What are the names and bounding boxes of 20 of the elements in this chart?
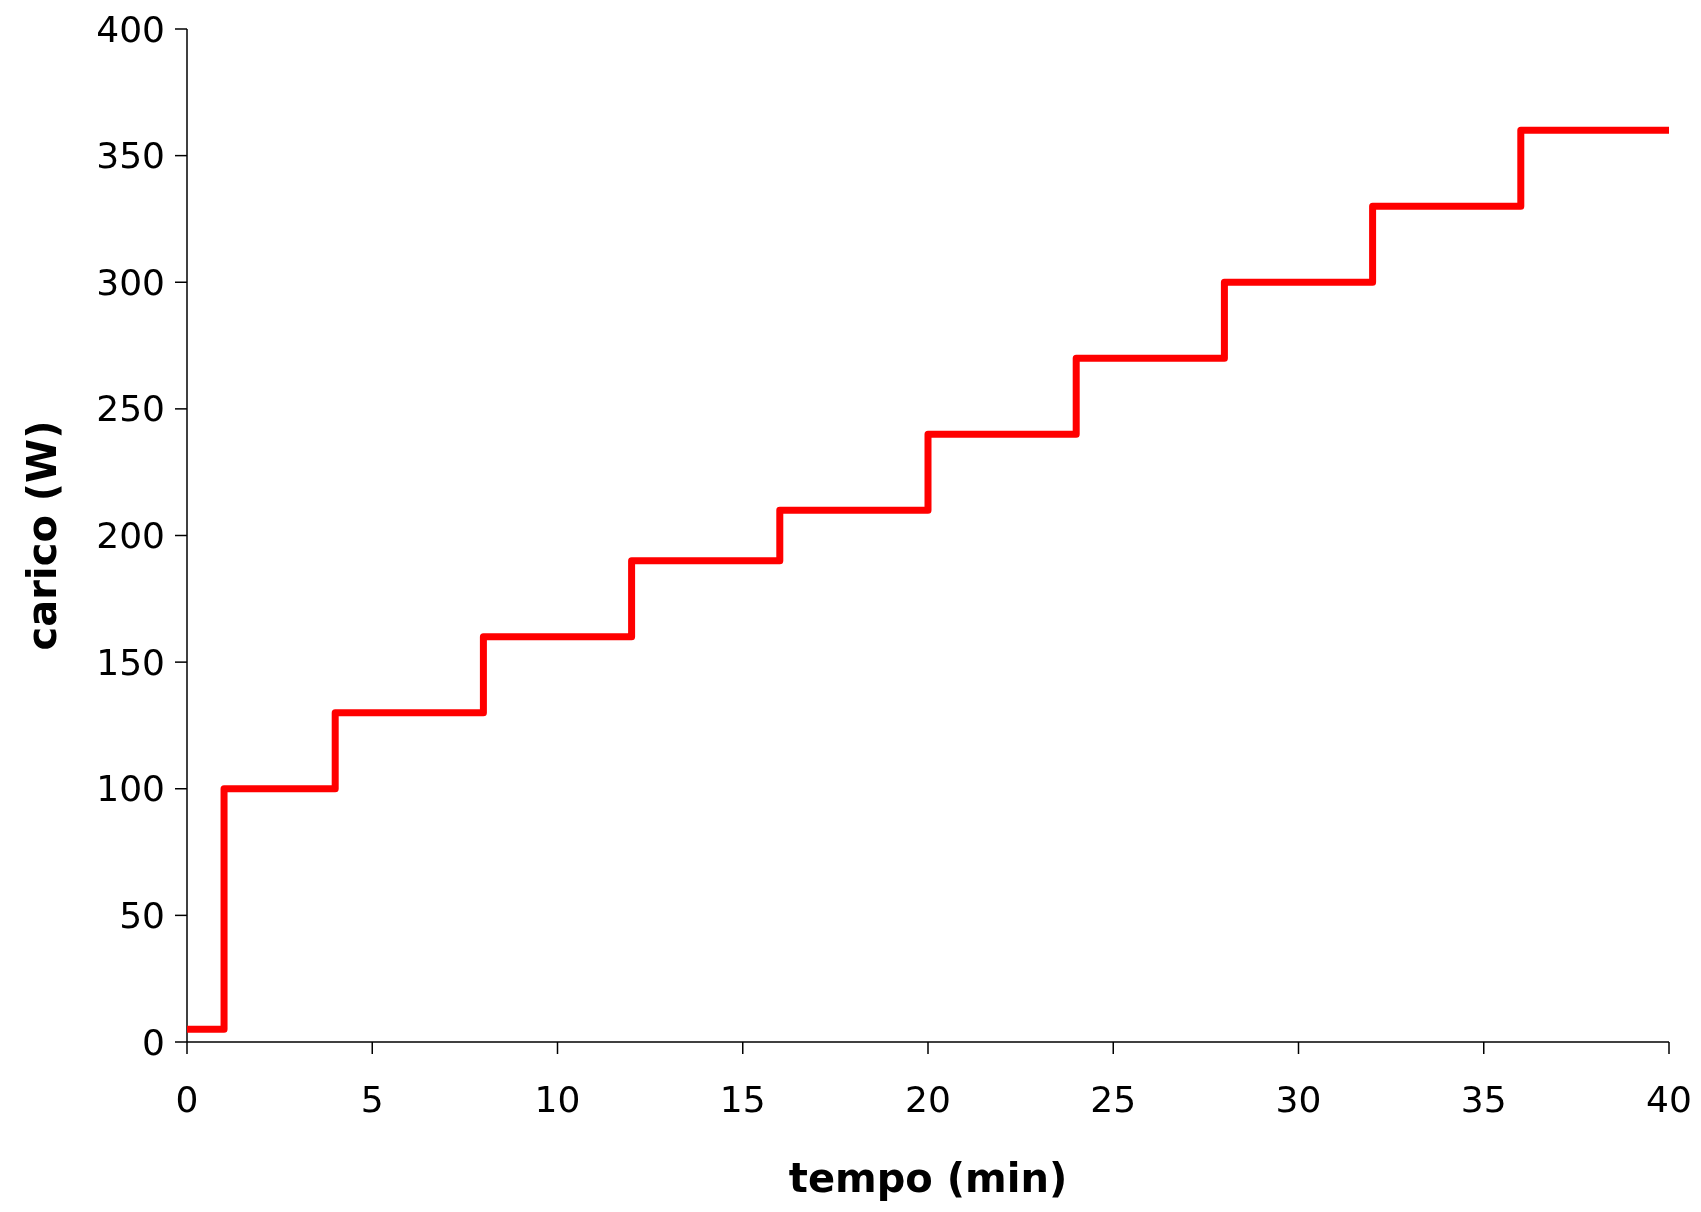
y-tick-label: 200 — [96, 515, 165, 557]
x-tick-label: 35 — [1460, 1079, 1507, 1120]
y-tick-label: 400 — [96, 8, 165, 50]
y-tick-label: 250 — [96, 388, 165, 430]
y-tick-label: 100 — [96, 768, 165, 810]
y-tick-label: 150 — [96, 641, 165, 683]
x-tick-label: 20 — [905, 1079, 951, 1120]
x-tick-label: 40 — [1646, 1079, 1692, 1120]
y-tick-label: 300 — [96, 261, 165, 303]
x-tick-label: 15 — [719, 1079, 766, 1120]
x-tick-label: 0 — [175, 1079, 199, 1120]
x-tick-label: 10 — [534, 1079, 581, 1120]
x-axis-title: tempo (min) — [788, 1155, 1068, 1201]
y-tick-label: 350 — [96, 135, 165, 177]
x-tick-label: 30 — [1275, 1079, 1322, 1120]
x-tick-label: 25 — [1090, 1079, 1137, 1120]
x-tick-label: 5 — [360, 1079, 384, 1120]
y-tick-label: 0 — [142, 1021, 165, 1063]
y-axis-title: carico (W) — [19, 420, 65, 651]
y-tick-label: 50 — [119, 894, 165, 936]
